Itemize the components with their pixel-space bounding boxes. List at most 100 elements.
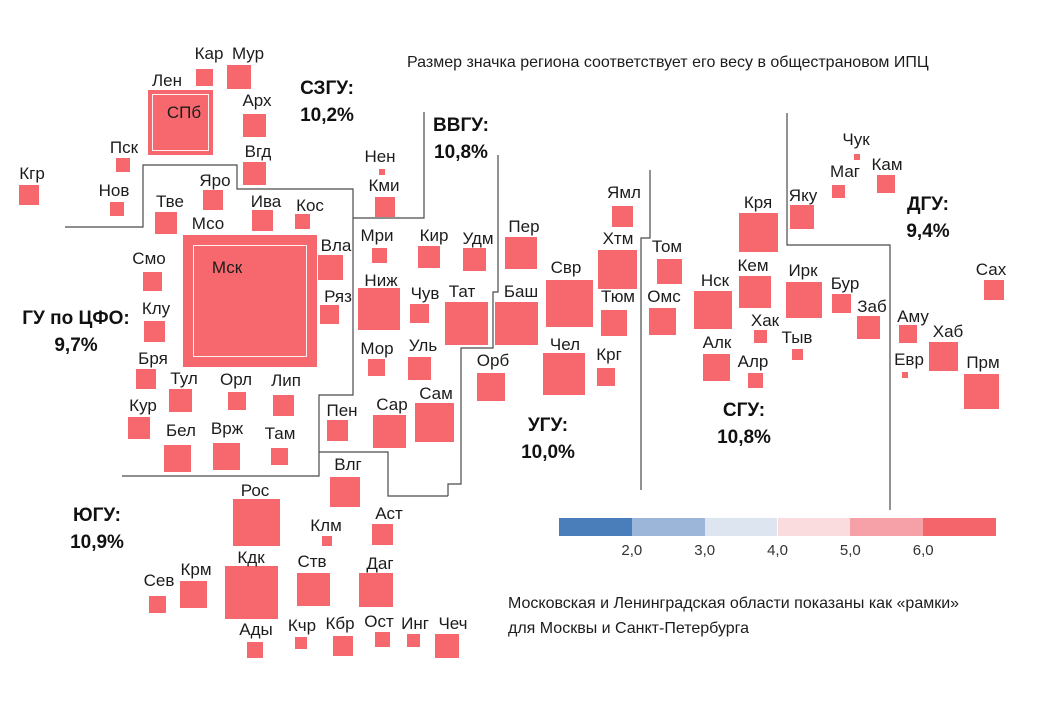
district-label-line: СЗГУ: bbox=[300, 78, 354, 99]
region-label-Ост: Ост bbox=[364, 612, 394, 631]
region-label-Орб: Орб bbox=[476, 351, 510, 370]
district-label-ГУ по ЦФО: ГУ по ЦФО: 9,7% bbox=[22, 305, 129, 359]
district-label-ДГУ: ДГУ: 9,4% bbox=[906, 191, 949, 245]
region-tile-Сев bbox=[149, 596, 166, 613]
region-tile-Мур bbox=[227, 65, 251, 89]
legend-segment-1 bbox=[559, 518, 632, 536]
region-label-Мур: Мур bbox=[231, 44, 265, 63]
region-tile-Чув bbox=[410, 304, 429, 323]
region-label-Тве: Тве bbox=[156, 192, 184, 211]
region-tile-Рос bbox=[233, 499, 280, 546]
region-label-Алр: Алр bbox=[737, 352, 769, 371]
region-label-Влг: Влг bbox=[334, 455, 362, 474]
region-tile-Нен bbox=[379, 169, 385, 175]
region-tile-Крг bbox=[597, 368, 615, 386]
district-label-line: 10,2% bbox=[300, 105, 354, 126]
region-label-Ряз: Ряз bbox=[324, 287, 352, 306]
frames-note-line-2: для Москвы и Санкт-Петербурга bbox=[508, 620, 750, 637]
district-label-line: ГУ по ЦФО: bbox=[22, 308, 130, 329]
region-tile-Мор bbox=[368, 359, 385, 376]
frames-note: Московская и Ленинградская области показ… bbox=[508, 591, 959, 641]
region-label-Нен: Нен bbox=[364, 147, 396, 166]
region-tile-Удм bbox=[463, 248, 486, 271]
frames-note-line-1: Московская и Ленинградская области показ… bbox=[508, 595, 960, 612]
region-tile-Влг bbox=[330, 477, 360, 507]
region-label-Тат: Тат bbox=[448, 282, 476, 301]
region-label-Мри: Мри bbox=[360, 226, 394, 245]
region-tile-Тыв bbox=[792, 349, 803, 360]
region-label-Кос: Кос bbox=[296, 196, 324, 215]
region-label-Кам: Кам bbox=[871, 155, 903, 174]
region-tile-Сам bbox=[415, 403, 454, 442]
region-tile-Чеч bbox=[435, 634, 459, 658]
region-label-Прм: Прм bbox=[966, 353, 1000, 372]
region-label-Уль: Уль bbox=[408, 336, 438, 355]
region-tile-Клм bbox=[322, 536, 332, 546]
region-label-Ств: Ств bbox=[297, 552, 327, 571]
region-label-Аму: Аму bbox=[897, 307, 929, 326]
region-label-Ады: Ады bbox=[239, 620, 273, 639]
district-boundary-line bbox=[65, 164, 354, 477]
district-label-line: УГУ: bbox=[527, 415, 569, 436]
district-boundary-line bbox=[353, 112, 425, 219]
region-tile-Ств bbox=[297, 573, 330, 606]
region-tile-Пск bbox=[116, 158, 130, 172]
region-tile-Ады bbox=[247, 642, 263, 658]
region-label-Кми: Кми bbox=[368, 176, 400, 195]
region-label-Пен: Пен bbox=[326, 401, 358, 420]
region-label-Нов: Нов bbox=[98, 181, 130, 200]
region-tile-Свр bbox=[546, 280, 593, 327]
region-tile-Мск bbox=[183, 235, 317, 367]
region-tile-Крм bbox=[180, 581, 207, 608]
region-tile-Чук bbox=[854, 154, 860, 160]
region-tile-Хтм bbox=[598, 250, 637, 289]
region-label-Крм: Крм bbox=[180, 560, 212, 579]
region-tile-Омс bbox=[649, 308, 676, 335]
region-label-Маг: Маг bbox=[829, 162, 861, 181]
district-label-УГУ: УГУ: 10,0% bbox=[521, 412, 575, 466]
region-label-Инг: Инг bbox=[401, 614, 429, 633]
region-tile-Кур bbox=[128, 417, 150, 439]
district-label-ВВГУ: ВВГУ: 10,8% bbox=[433, 112, 489, 166]
region-label-Вгд: Вгд bbox=[244, 142, 272, 161]
district-label-line: 9,4% bbox=[906, 221, 950, 242]
region-tile-Тюм bbox=[601, 310, 627, 336]
region-tile-Орб bbox=[477, 373, 505, 401]
frame-inner-line-СПб bbox=[152, 94, 209, 151]
region-tile-Прм bbox=[964, 374, 999, 409]
region-label-Чук: Чук bbox=[842, 130, 870, 149]
region-label-Кдк: Кдк bbox=[237, 548, 265, 567]
district-label-СЗГУ: СЗГУ: 10,2% bbox=[300, 75, 354, 129]
region-tile-Кир bbox=[418, 246, 440, 268]
region-label-Ирк: Ирк bbox=[788, 261, 818, 280]
color-scale-legend: 2,0 3,0 4,0 5,0 6,0 bbox=[559, 518, 996, 559]
region-label-Даг: Даг bbox=[366, 554, 394, 573]
region-tile-СПб bbox=[148, 90, 213, 155]
region-label-Удм: Удм bbox=[462, 229, 494, 248]
region-tile-Кар bbox=[196, 69, 213, 86]
region-label-Бря: Бря bbox=[138, 349, 168, 368]
region-tile-Кчр bbox=[295, 637, 307, 649]
district-boundary-line bbox=[640, 170, 651, 490]
legend-segment-4 bbox=[777, 518, 851, 536]
region-label-Пск: Пск bbox=[109, 138, 139, 157]
region-tile-Кдк bbox=[225, 566, 278, 619]
legend-segment-3 bbox=[704, 518, 778, 536]
region-label-Бел: Бел bbox=[166, 421, 196, 440]
region-tile-Сар bbox=[373, 415, 406, 448]
region-label-Крг: Крг bbox=[596, 345, 622, 364]
region-tile-Кбр bbox=[333, 636, 353, 656]
region-tile-Смо bbox=[143, 272, 162, 291]
region-label-Там: Там bbox=[264, 424, 296, 443]
region-label-Мск: Мск bbox=[211, 258, 243, 277]
region-label-Лен: Лен bbox=[152, 71, 182, 90]
region-tile-Бел bbox=[164, 445, 191, 472]
region-tile-Ост bbox=[375, 632, 390, 647]
region-tile-Ниж bbox=[358, 288, 400, 330]
region-tile-Евр bbox=[902, 372, 908, 378]
region-label-Хтм: Хтм bbox=[602, 229, 634, 248]
region-tile-Клу bbox=[144, 321, 165, 342]
region-label-Кря: Кря bbox=[743, 193, 773, 212]
region-tile-Кгр bbox=[19, 185, 39, 205]
district-label-line: ВВГУ: bbox=[433, 115, 489, 136]
